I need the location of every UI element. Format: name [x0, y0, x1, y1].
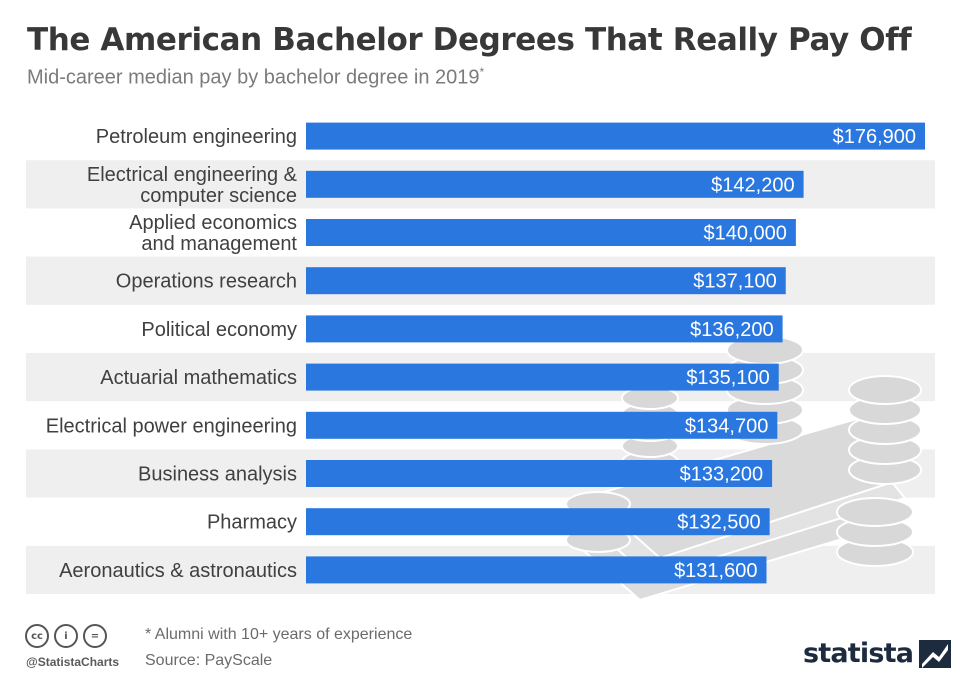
source: Source: PayScale — [145, 652, 273, 669]
value-labels: $176,900 $142,200 $140,000 $137,100 $136,200… — [674, 126, 916, 582]
category-label: Petroleum engineering — [96, 126, 297, 148]
bar[interactable] — [306, 363, 779, 391]
nd-icon: = — [83, 624, 107, 648]
category-label: Pharmacy — [207, 512, 297, 534]
brand-name: statista — [803, 638, 914, 669]
subtitle-footnote-marker: * — [479, 65, 485, 79]
bar[interactable] — [306, 170, 804, 198]
footnote: * Alumni with 10+ years of experience — [145, 626, 413, 643]
category-label: Political economy — [141, 319, 297, 341]
cc-icon: cc — [25, 624, 49, 648]
value-label: $131,600 — [674, 560, 757, 582]
category-labels: Petroleum engineering Electrical engineer… — [46, 126, 298, 582]
bar[interactable] — [306, 460, 773, 487]
value-label: $142,200 — [711, 174, 794, 196]
value-label: $176,900 — [833, 126, 916, 148]
statista-logo[interactable]: statista — [803, 638, 952, 669]
chart-title: The American Bachelor Degrees That Reall… — [27, 22, 912, 58]
chart-subtitle: Mid-career median pay by bachelor degree… — [27, 65, 484, 90]
bars — [306, 122, 925, 584]
value-label: $132,500 — [677, 512, 760, 534]
statista-mark-icon — [919, 639, 952, 668]
subtitle-text: Mid-career median pay by bachelor degree… — [27, 66, 480, 89]
category-label: Operations research — [116, 271, 297, 293]
value-label: $137,100 — [693, 271, 776, 293]
category-label: Electrical engineering & computer science — [87, 164, 298, 207]
bar[interactable] — [306, 122, 925, 150]
value-label: $135,100 — [686, 367, 769, 389]
bar[interactable] — [306, 556, 767, 584]
bar[interactable] — [306, 315, 783, 343]
bar[interactable] — [306, 267, 786, 295]
social-handle[interactable]: @StatistaCharts — [26, 655, 120, 669]
category-label: Electrical power engineering — [46, 415, 297, 437]
bar[interactable] — [306, 508, 770, 536]
by-icon: i — [54, 624, 78, 648]
category-label: Business analysis — [138, 464, 297, 486]
category-label: Actuarial mathematics — [100, 367, 297, 389]
bar[interactable] — [306, 411, 778, 439]
value-label: $136,200 — [690, 319, 773, 341]
category-label: Applied economics and management — [129, 212, 297, 255]
category-label: Aeronautics & astronautics — [59, 560, 297, 582]
value-label: $140,000 — [703, 223, 786, 245]
value-label: $134,700 — [685, 415, 768, 437]
bar[interactable] — [306, 219, 796, 246]
value-label: $133,200 — [680, 464, 763, 486]
license-icons: cc i = — [25, 624, 107, 648]
